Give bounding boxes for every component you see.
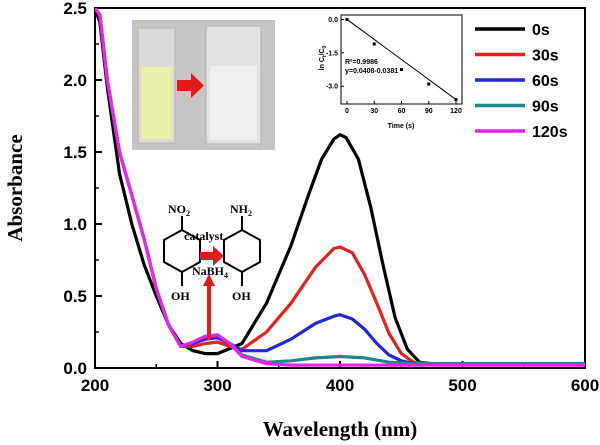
inset-point: [345, 17, 349, 21]
inset-r2: R²=0.9986: [345, 59, 378, 66]
inset-ticks: 0 30 60 90 120 0.0 -1.5 -3.0: [326, 17, 462, 115]
spectrum-curves: [95, 8, 585, 367]
x-tick-label: 600: [571, 376, 599, 395]
legend: 0s 30s 60s 90s 120s: [475, 22, 568, 141]
reaction-arrow-shaft: [200, 252, 214, 260]
inset-y-tick-label: -3.0: [326, 84, 338, 91]
series-120s: [95, 8, 585, 367]
inset-x-tick-label: 60: [398, 108, 406, 115]
oh-right-label: OH: [232, 289, 251, 303]
cuvette-after-liquid: [210, 66, 257, 140]
catalyst-label: catalyst: [184, 229, 223, 243]
inset-x-tick-label: 90: [425, 108, 433, 115]
x-tick-label: 200: [81, 376, 109, 395]
cuvette-photo: [132, 20, 275, 150]
inset-x-title: Time (s): [388, 123, 415, 130]
y-tick-label: 0.0: [63, 359, 87, 378]
inset-point: [372, 42, 376, 46]
y-tick-label: 2.0: [63, 71, 87, 90]
aminophenol-ring: [223, 228, 261, 274]
cuvette-before-liquid: [141, 67, 172, 139]
inset-x-tick-label: 0: [345, 108, 349, 115]
legend-label-30s: 30s: [532, 48, 559, 65]
nh2-label: NH2: [230, 202, 252, 218]
x-axis-title: Wavelength (nm): [263, 417, 418, 441]
peak-arrow-shaft: [207, 285, 211, 340]
legend-label-90s: 90s: [532, 99, 559, 116]
photo-arrow-shaft: [177, 80, 192, 91]
x-tick-label: 400: [326, 376, 354, 395]
inset-y-title: ln Ct/C0: [319, 45, 328, 70]
inset-equation: y=0.0408-0.0381: [345, 68, 398, 75]
peak-arrow-head: [203, 274, 215, 286]
reaction-arrow-head: [213, 246, 224, 266]
series-0s: [95, 8, 585, 366]
nabh4-label: NaBH4: [192, 264, 228, 280]
inset-point: [400, 68, 403, 72]
oh-left-label: OH: [171, 289, 190, 303]
inset-y-tick-label: 0.0: [328, 17, 338, 24]
y-axis-title: Absorbance: [3, 134, 27, 241]
inset-plot: 0 30 60 90 120 0.0 -1.5 -3.0 R²=0.9986 y=0.0408…: [319, 14, 463, 130]
legend-label-0s: 0s: [532, 22, 550, 39]
reaction-scheme: [163, 216, 261, 286]
x-tick-label: 300: [203, 376, 231, 395]
x-tick-label: 500: [448, 376, 476, 395]
no2-label: NO2: [168, 202, 190, 218]
inset-x-tick-label: 30: [370, 108, 378, 115]
y-tick-label: 1.5: [63, 143, 87, 162]
inset-y-tick-label: -1.5: [326, 50, 338, 57]
inset-points: [345, 17, 458, 102]
inset-x-tick-label: 120: [450, 108, 462, 115]
y-tick-label: 2.5: [63, 0, 87, 18]
inset-point: [427, 82, 431, 86]
legend-label-60s: 60s: [532, 73, 559, 90]
legend-label-120s: 120s: [532, 124, 568, 141]
y-tick-label: 1.0: [63, 215, 87, 234]
photo-arrow-head: [191, 73, 204, 98]
y-tick-label: 0.5: [63, 287, 87, 306]
inset-point: [454, 98, 458, 102]
inset-fit-line: [346, 19, 457, 100]
